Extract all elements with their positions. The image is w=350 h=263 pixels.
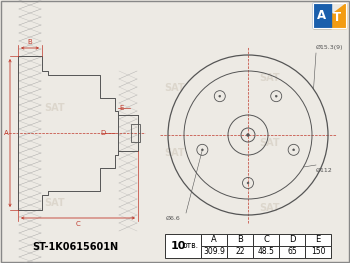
Text: 22: 22 [235, 247, 245, 256]
Bar [227, 234, 253, 246]
Text: D: D [100, 130, 106, 136]
Text: 10: 10 [171, 241, 186, 251]
Circle shape [293, 149, 295, 151]
Bar [201, 246, 227, 258]
Bar [279, 234, 305, 246]
Bar [279, 246, 305, 258]
Text: 309.9: 309.9 [203, 247, 225, 256]
Text: Ø6.6: Ø6.6 [166, 216, 181, 221]
Polygon shape [313, 3, 346, 28]
Text: D: D [289, 235, 295, 245]
Text: 150: 150 [311, 247, 325, 256]
Text: T: T [333, 11, 341, 24]
Bar [165, 234, 201, 258]
Circle shape [201, 149, 203, 151]
Text: B: B [237, 235, 243, 245]
Bar [131, 124, 140, 142]
Bar [305, 246, 331, 258]
Polygon shape [313, 3, 331, 28]
Text: SAT: SAT [260, 73, 280, 83]
Text: SAT: SAT [165, 83, 185, 93]
Circle shape [219, 95, 221, 97]
Circle shape [247, 182, 249, 184]
Text: C: C [263, 235, 269, 245]
Text: E: E [120, 105, 124, 111]
Text: SAT: SAT [45, 198, 65, 208]
Text: E: E [315, 235, 321, 245]
Text: SAT: SAT [260, 138, 280, 148]
Circle shape [246, 134, 250, 136]
Text: B: B [28, 39, 32, 45]
Text: A: A [317, 9, 327, 22]
Bar [253, 234, 279, 246]
Text: 48.5: 48.5 [258, 247, 274, 256]
Text: 65: 65 [287, 247, 297, 256]
Text: Ø112: Ø112 [316, 168, 333, 173]
Text: SAT: SAT [165, 148, 185, 158]
Text: Ø15.3(9): Ø15.3(9) [316, 45, 343, 50]
Text: ST-1K0615601N: ST-1K0615601N [32, 242, 118, 252]
Text: C: C [76, 221, 80, 227]
Bar [253, 246, 279, 258]
Text: отв.: отв. [183, 241, 199, 250]
Text: A: A [211, 235, 217, 245]
Text: SAT: SAT [260, 203, 280, 213]
Text: SAT: SAT [45, 103, 65, 113]
Text: A: A [4, 130, 8, 136]
Bar [313, 3, 346, 28]
Bar [201, 234, 227, 246]
Bar [305, 234, 331, 246]
Circle shape [275, 95, 277, 97]
Bar [227, 246, 253, 258]
